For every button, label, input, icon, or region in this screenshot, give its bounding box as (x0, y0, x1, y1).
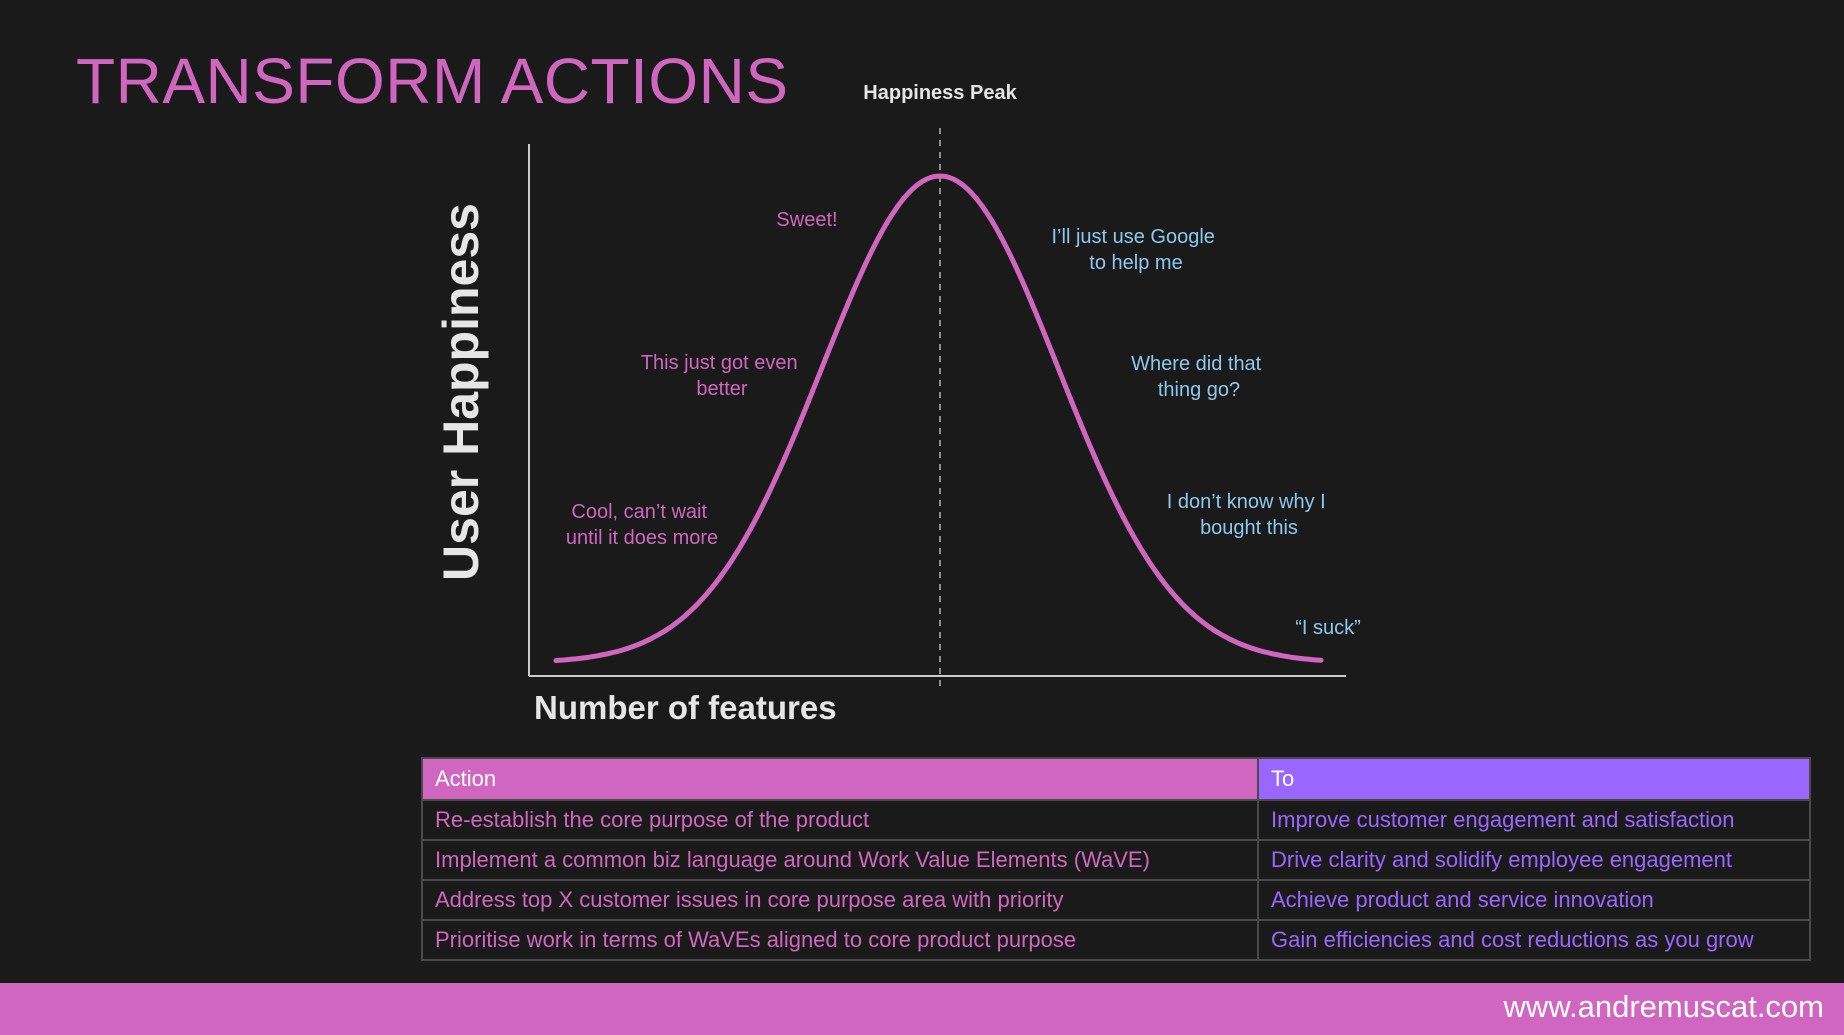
column-header-action: Action (421, 757, 1259, 801)
table-row: Implement a common biz language around W… (421, 839, 1811, 881)
annotation-line: Sweet! (776, 209, 837, 231)
to-cell: Achieve product and service innovation (1257, 879, 1811, 921)
happiness-curve-diagram: Happiness Peak User Happiness Number of … (433, 82, 1361, 726)
action-cell: Address top X customer issues in core pu… (421, 879, 1259, 921)
annotation-line: until it does more (566, 527, 718, 549)
x-axis-label: Number of features (534, 689, 837, 726)
annotation-line: Cool, can’t wait (571, 501, 707, 523)
annotation-sweet: Sweet! (776, 209, 837, 231)
annotation-line: “I suck” (1295, 617, 1361, 639)
table-row: Re-establish the core purpose of the pro… (421, 799, 1811, 841)
action-cell: Implement a common biz language around W… (421, 839, 1259, 881)
annotation-line: better (696, 378, 747, 400)
to-cell: Gain efficiencies and cost reductions as… (1257, 919, 1811, 961)
annotation-even-better: This just got even better (641, 352, 803, 400)
annotation-line: I don’t know why I (1167, 491, 1326, 513)
happiness-bell-curve (553, 173, 1324, 664)
annotation-cool-cant-wait: Cool, can’t wait until it does more (566, 501, 718, 549)
footer-website-link[interactable]: www.andremuscat.com (1503, 989, 1824, 1024)
y-axis-label: User Happiness (433, 203, 489, 581)
slide-title: TRANSFORM ACTIONS (76, 45, 789, 117)
annotation-line: This just got even (641, 352, 798, 374)
peak-label: Happiness Peak (863, 82, 1017, 104)
column-header-to: To (1257, 757, 1811, 801)
table-header-row: Action To (421, 757, 1811, 801)
annotation-where-did-that-go: Where did that thing go? (1131, 353, 1267, 401)
table-row: Prioritise work in terms of WaVEs aligne… (421, 919, 1811, 961)
actions-table-container: Action To Re-establish the core purpose … (421, 757, 1811, 961)
annotation-dont-know-why: I don’t know why I bought this (1167, 491, 1332, 539)
annotation-i-suck: “I suck” (1295, 617, 1361, 639)
action-cell: Prioritise work in terms of WaVEs aligne… (421, 919, 1259, 961)
annotation-use-google: I’ll just use Google to help me (1052, 226, 1221, 274)
footer-bar: www.andremuscat.com (0, 983, 1844, 1035)
annotation-line: thing go? (1158, 379, 1240, 401)
annotation-line: Where did that (1131, 353, 1262, 375)
annotation-line: to help me (1089, 252, 1182, 274)
action-cell: Re-establish the core purpose of the pro… (421, 799, 1259, 841)
to-cell: Improve customer engagement and satisfac… (1257, 799, 1811, 841)
annotation-line: bought this (1200, 517, 1298, 539)
actions-table: Action To Re-establish the core purpose … (421, 757, 1811, 961)
annotation-line: I’ll just use Google (1052, 226, 1215, 248)
to-cell: Drive clarity and solidify employee enga… (1257, 839, 1811, 881)
table-row: Address top X customer issues in core pu… (421, 879, 1811, 921)
